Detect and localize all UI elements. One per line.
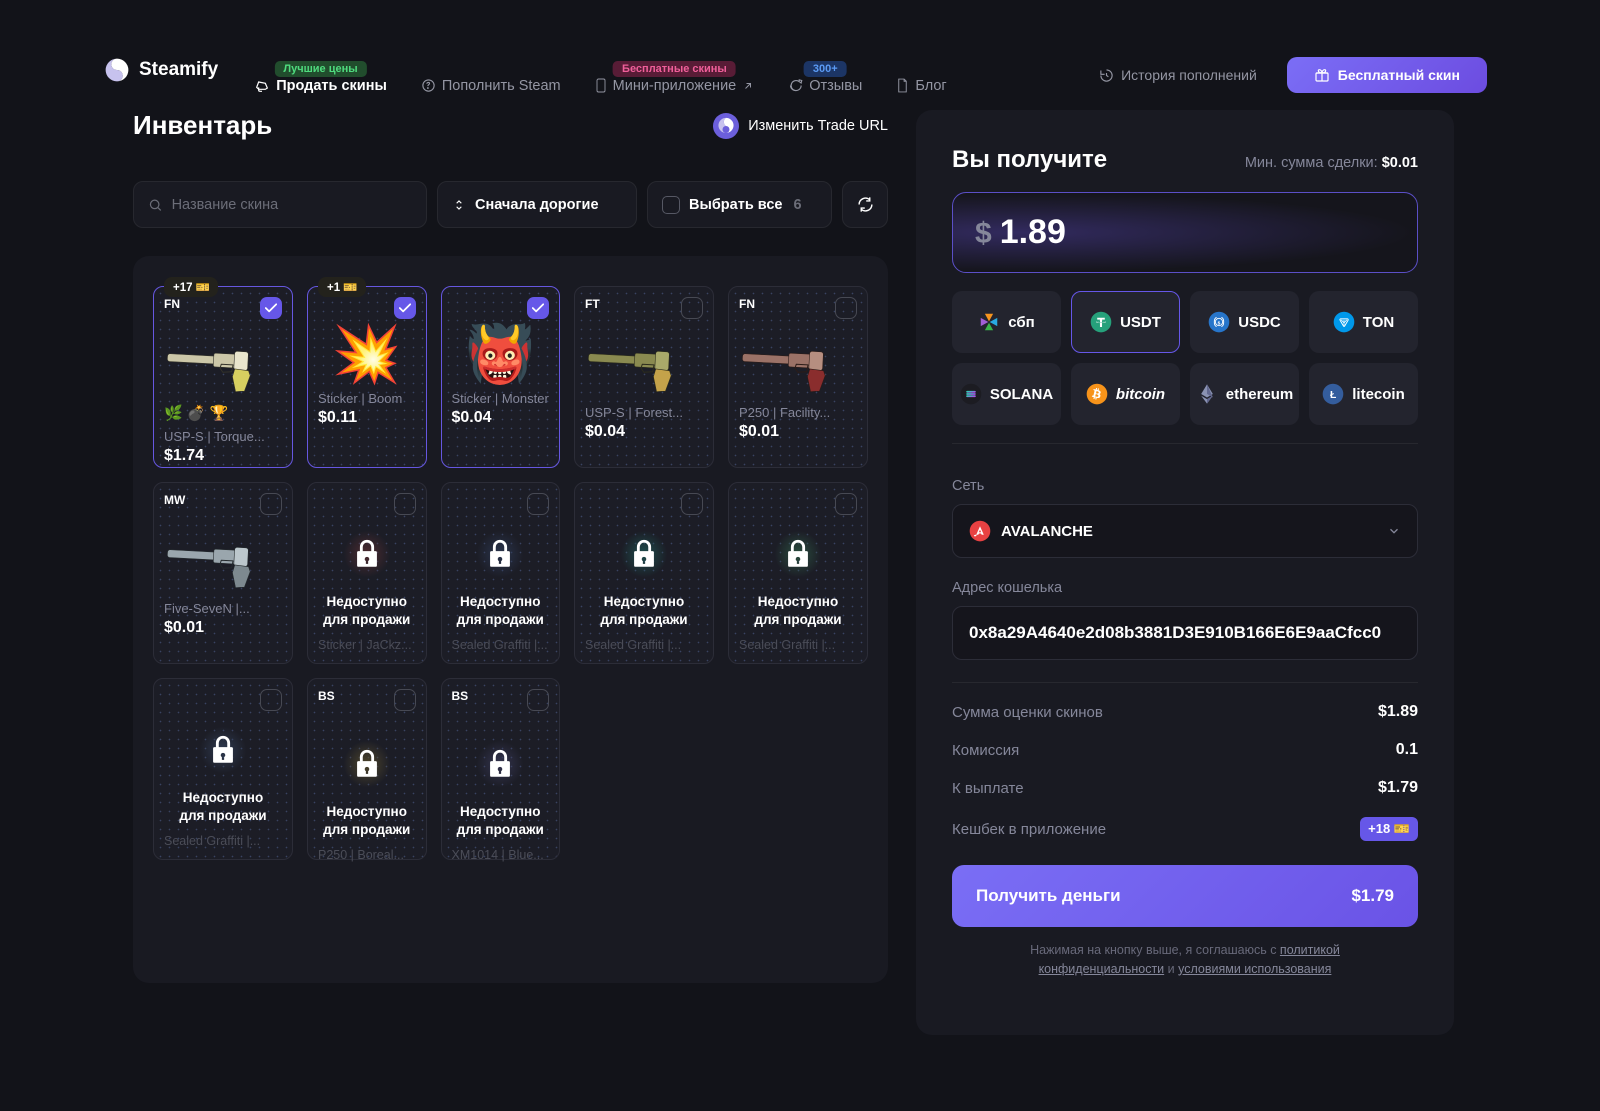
svg-text:Ł: Ł [1330,390,1336,401]
svg-text:$: $ [1218,320,1221,326]
